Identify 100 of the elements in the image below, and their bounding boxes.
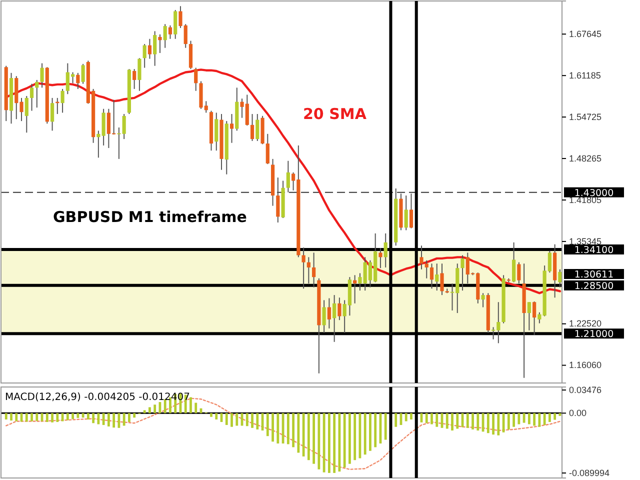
y-tick-label: 0.00 xyxy=(569,408,587,418)
y-tick-label: -0.089994 xyxy=(569,468,610,478)
bar xyxy=(543,413,546,425)
bar xyxy=(328,413,330,473)
candlestick xyxy=(24,96,28,134)
bar xyxy=(76,413,80,418)
bar xyxy=(456,413,459,429)
bar xyxy=(266,413,269,436)
candlestick xyxy=(102,108,106,146)
candlestick xyxy=(158,34,162,54)
ref-line-label: 1.28500 xyxy=(574,280,614,292)
bar xyxy=(404,413,408,422)
candlestick xyxy=(312,252,316,288)
bar xyxy=(286,413,290,444)
y-tick-label: 1.35345 xyxy=(569,236,602,246)
candlestick xyxy=(512,242,516,283)
bar xyxy=(348,413,351,464)
bar xyxy=(92,413,95,424)
bar xyxy=(112,413,116,428)
candlestick xyxy=(122,113,126,140)
bar xyxy=(97,413,100,424)
bar xyxy=(210,413,212,417)
candlestick xyxy=(30,83,34,112)
candlestick xyxy=(256,113,260,142)
bar xyxy=(246,413,248,426)
text: 1.30611 xyxy=(574,270,614,280)
bar xyxy=(410,413,412,420)
bar xyxy=(72,413,74,420)
bar xyxy=(292,413,294,448)
candlestick xyxy=(332,294,336,342)
candlestick xyxy=(532,300,536,336)
bar xyxy=(25,413,28,422)
y-tick-label: 1.54725 xyxy=(569,112,602,122)
bar xyxy=(251,413,254,428)
bar xyxy=(302,413,305,456)
bar xyxy=(272,413,274,442)
bar xyxy=(522,413,526,423)
bar xyxy=(384,413,387,440)
candlestick xyxy=(327,298,331,329)
candlestick xyxy=(40,62,44,88)
candlestick xyxy=(440,263,444,296)
candlestick xyxy=(558,268,562,288)
bar xyxy=(354,413,356,460)
bar xyxy=(436,413,438,427)
bar xyxy=(164,399,166,414)
candlestick xyxy=(117,126,121,160)
bar xyxy=(338,413,341,472)
candlestick xyxy=(430,263,434,290)
bar xyxy=(476,413,480,431)
candlestick xyxy=(188,40,193,70)
y-tick-label: 1.61185 xyxy=(569,70,601,80)
bar xyxy=(374,413,377,448)
bar xyxy=(364,413,366,455)
bar xyxy=(472,413,474,430)
bar xyxy=(558,413,562,416)
bar xyxy=(122,413,126,426)
candlestick xyxy=(153,30,157,66)
bar xyxy=(318,413,320,470)
bar xyxy=(276,413,280,444)
candlestick xyxy=(96,130,100,158)
candlestick xyxy=(338,297,342,321)
candlestick xyxy=(230,113,234,144)
bar xyxy=(486,413,490,434)
bar xyxy=(322,413,326,472)
bar xyxy=(194,402,198,414)
bar xyxy=(394,413,398,427)
candlestick xyxy=(174,9,178,40)
bar xyxy=(507,413,510,430)
bar xyxy=(66,413,69,420)
candlestick xyxy=(132,68,136,90)
bar xyxy=(190,397,192,414)
candlestick xyxy=(76,72,80,90)
candlestick xyxy=(138,58,142,92)
bar xyxy=(236,413,238,426)
bar xyxy=(451,413,454,431)
bar xyxy=(148,407,151,414)
annotation: GBPUSD M1 timeframe xyxy=(53,208,247,226)
candlestick xyxy=(424,260,428,279)
candlestick xyxy=(148,38,152,60)
bar xyxy=(107,413,110,426)
bar xyxy=(492,413,494,435)
bar xyxy=(56,413,59,422)
candlestick xyxy=(50,97,54,132)
candlestick xyxy=(435,263,439,292)
candlestick xyxy=(142,44,146,68)
y-tick-label: 1.22520 xyxy=(569,318,602,329)
bar xyxy=(297,413,300,453)
bar xyxy=(51,413,54,422)
series-label: 20 SMA xyxy=(303,105,367,123)
candlestick xyxy=(35,79,39,108)
candlestick xyxy=(353,274,357,304)
bar xyxy=(538,413,541,427)
bar xyxy=(102,413,105,425)
bar xyxy=(518,413,520,424)
bar xyxy=(215,413,218,420)
y-tick-label: 1.48265 xyxy=(569,153,602,164)
bar xyxy=(46,413,48,422)
bar xyxy=(143,410,146,414)
bar xyxy=(154,404,156,414)
bar xyxy=(118,413,120,428)
